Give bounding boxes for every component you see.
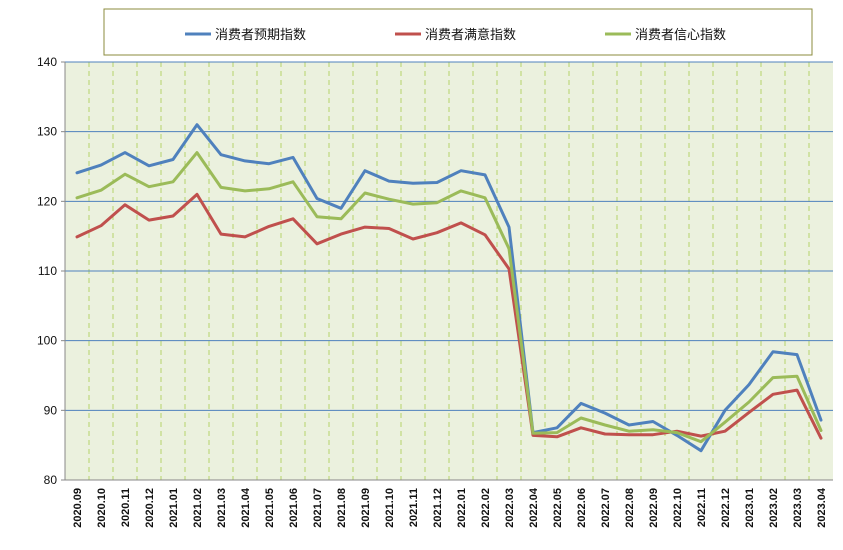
x-tick-label: 2022.02 — [480, 488, 492, 528]
y-tick-label: 140 — [37, 55, 57, 69]
x-tick-label: 2022.09 — [648, 488, 660, 528]
legend-label-3: 消费者信心指数 — [635, 28, 726, 43]
x-tick-label: 2021.08 — [336, 488, 348, 528]
x-tick-label: 2022.12 — [720, 488, 732, 528]
series-line-3 — [75, 151, 823, 444]
y-tick-label: 130 — [37, 125, 57, 139]
legend-label-2: 消费者满意指数 — [425, 27, 516, 43]
x-tick-label: 2023.04 — [816, 487, 828, 528]
x-tick-label: 2021.09 — [360, 488, 372, 528]
x-tick-label: 2022.05 — [552, 488, 564, 528]
legend-label-1: 消费者预期指数 — [215, 28, 306, 43]
x-tick-label: 2021.07 — [312, 488, 324, 528]
x-tick-label: 2020.10 — [96, 488, 108, 528]
series-line-1 — [75, 123, 823, 453]
x-tick-label: 2022.10 — [672, 488, 684, 528]
x-tick-label: 2022.03 — [504, 488, 516, 528]
x-tick-label: 2021.04 — [240, 487, 252, 528]
legend-box — [103, 8, 813, 56]
y-axis-ticks: 80 90 100 110 120 130 140 — [37, 55, 65, 487]
series-line-2 — [75, 192, 823, 440]
x-tick-label: 2021.05 — [264, 488, 276, 528]
x-tick-label: 2022.11 — [696, 488, 708, 527]
y-tick-label: 110 — [38, 264, 57, 278]
y-tick-label: 90 — [44, 403, 58, 417]
x-tick-label: 2020.09 — [72, 488, 84, 528]
y-tick-label: 120 — [37, 194, 57, 208]
y-tick-label: 100 — [37, 334, 57, 348]
x-tick-label: 2022.01 — [456, 488, 468, 528]
x-tick-label: 2022.04 — [528, 487, 540, 528]
x-tick-label: 2021.06 — [288, 488, 300, 528]
x-tick-label: 2022.07 — [600, 488, 612, 528]
x-axis-ticks: 2020.09 2020.10 2020.11 2020.12 2021.01 2021.… — [72, 487, 828, 528]
x-tick-label: 2022.06 — [576, 488, 588, 528]
x-tick-label: 2023.01 — [744, 488, 756, 528]
series-group — [75, 123, 823, 453]
x-tick-label: 2020.11 — [120, 488, 132, 527]
x-tick-label: 2023.02 — [768, 488, 780, 528]
legend: 消费者预期指数 消费者满意指数 消费者信心指数 — [185, 27, 726, 43]
x-tick-label: 2021.01 — [168, 488, 180, 528]
x-tick-label: 2021.02 — [192, 488, 204, 528]
x-tick-label: 2020.12 — [144, 488, 156, 528]
x-tick-label: 2022.08 — [624, 488, 636, 528]
x-tick-label: 2021.03 — [216, 488, 228, 528]
x-tick-label: 2021.11 — [408, 488, 420, 527]
y-tick-label: 80 — [44, 473, 58, 487]
x-tick-label: 2021.12 — [432, 488, 444, 528]
x-tick-label: 2023.03 — [792, 488, 804, 528]
x-tick-label: 2021.10 — [384, 488, 396, 528]
